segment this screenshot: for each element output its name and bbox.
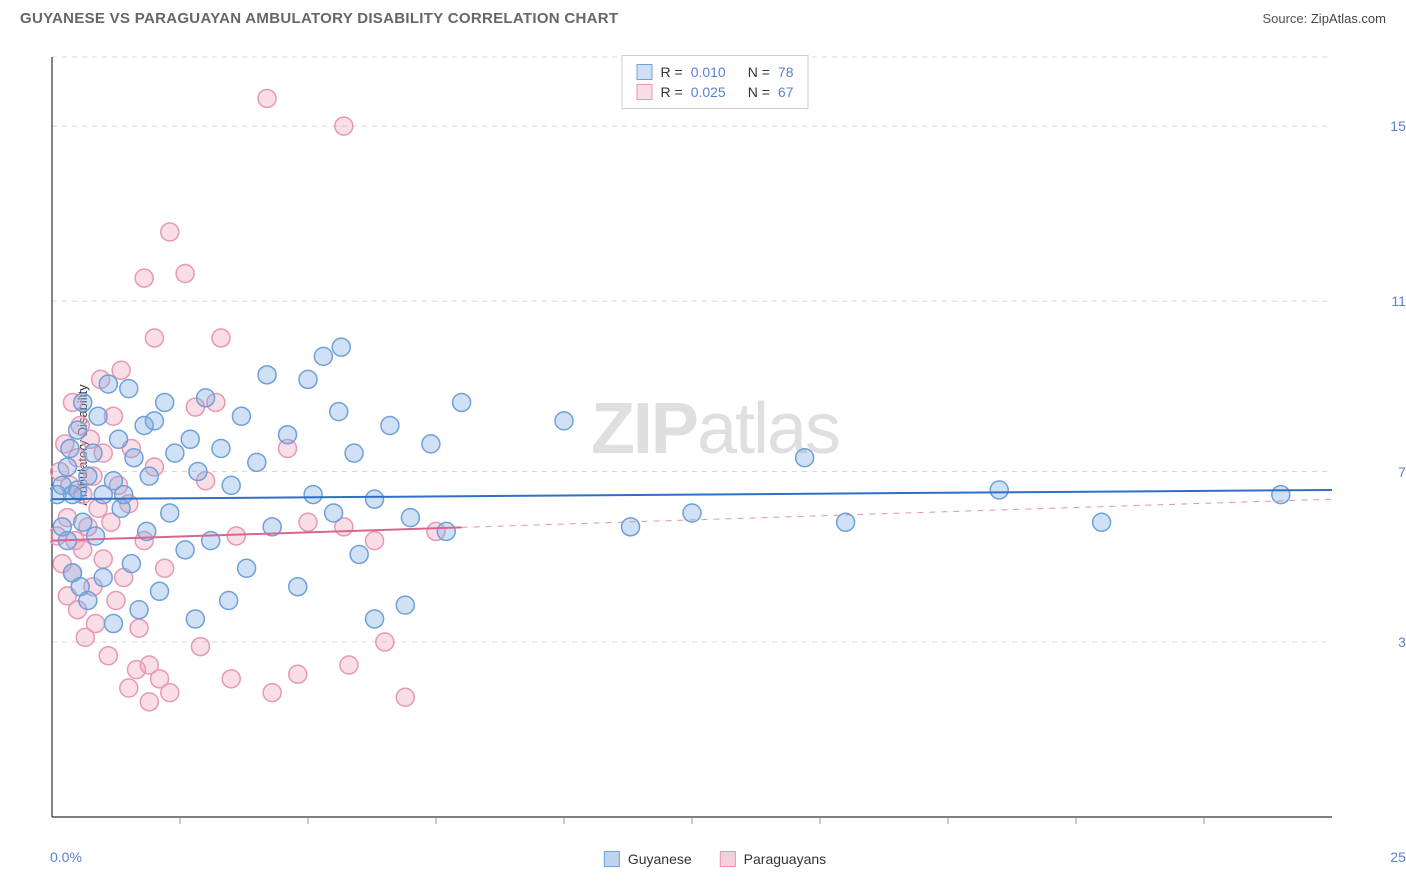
y-axis-tick-label: 11.2% bbox=[1391, 293, 1406, 309]
y-axis-tick-label: 3.8% bbox=[1398, 634, 1406, 650]
legend-swatch-icon bbox=[637, 64, 653, 80]
legend-swatch-icon bbox=[604, 851, 620, 867]
legend-item-label: Guyanese bbox=[628, 851, 692, 867]
legend-swatch-icon bbox=[637, 84, 653, 100]
legend-r-label: R = bbox=[661, 84, 683, 100]
source-prefix: Source: bbox=[1262, 11, 1310, 26]
legend-item-label: Paraguayans bbox=[744, 851, 827, 867]
y-axis-tick-label: 7.5% bbox=[1398, 464, 1406, 480]
legend-r-label: R = bbox=[661, 64, 683, 80]
x-axis-max-label: 25.0% bbox=[1390, 849, 1406, 865]
source-attribution: Source: ZipAtlas.com bbox=[1262, 11, 1386, 26]
legend-n-value: 78 bbox=[778, 64, 794, 80]
legend-r-value: 0.025 bbox=[691, 84, 726, 100]
legend-swatch-icon bbox=[720, 851, 736, 867]
legend-item: Paraguayans bbox=[720, 851, 827, 867]
chart-header: GUYANESE VS PARAGUAYAN AMBULATORY DISABI… bbox=[0, 0, 1406, 32]
legend-item: Guyanese bbox=[604, 851, 692, 867]
legend-correlation-box: R = 0.010 N = 78 R = 0.025 N = 67 bbox=[622, 55, 809, 109]
chart-title: GUYANESE VS PARAGUAYAN AMBULATORY DISABI… bbox=[20, 10, 618, 27]
legend-n-label: N = bbox=[748, 64, 770, 80]
chart-area: Ambulatory Disability ZIPatlas R = 0.010… bbox=[50, 55, 1380, 835]
legend-series: Guyanese Paraguayans bbox=[604, 851, 826, 867]
legend-row: R = 0.025 N = 67 bbox=[637, 82, 794, 102]
scatter-plot-svg bbox=[50, 55, 1380, 835]
legend-row: R = 0.010 N = 78 bbox=[637, 62, 794, 82]
x-axis-min-label: 0.0% bbox=[50, 849, 82, 865]
legend-n-label: N = bbox=[748, 84, 770, 100]
y-axis-tick-label: 15.0% bbox=[1390, 118, 1406, 134]
legend-r-value: 0.010 bbox=[691, 64, 726, 80]
source-link[interactable]: ZipAtlas.com bbox=[1311, 11, 1386, 26]
legend-n-value: 67 bbox=[778, 84, 794, 100]
